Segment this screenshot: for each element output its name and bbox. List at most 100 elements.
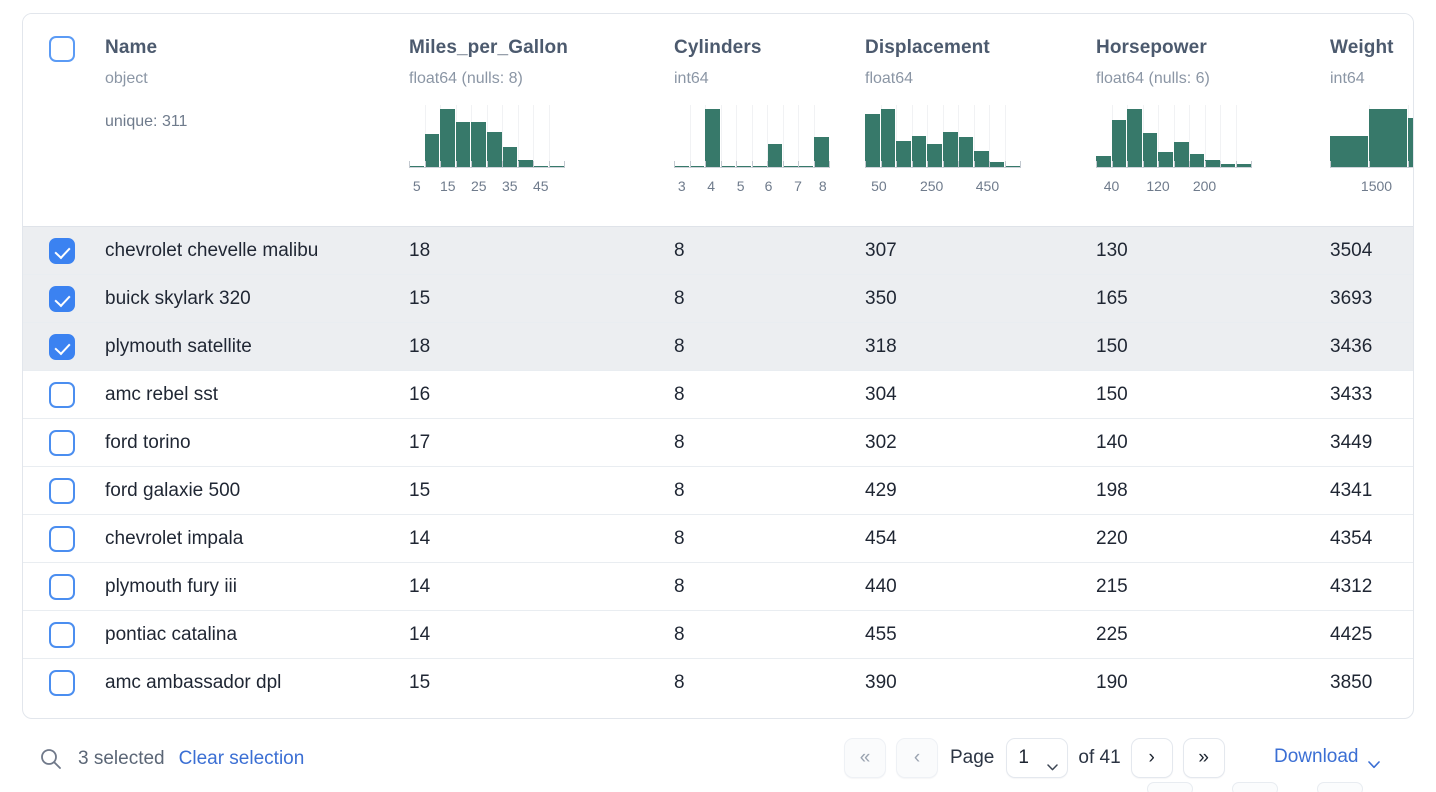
axis-tick bbox=[486, 161, 488, 168]
axis-tick bbox=[736, 161, 737, 168]
row-checkbox[interactable] bbox=[49, 525, 75, 552]
chevron-down-icon bbox=[1367, 753, 1380, 769]
row-checkbox[interactable] bbox=[49, 285, 75, 312]
previous-page-button[interactable]: ‹ bbox=[896, 738, 938, 778]
table-row[interactable]: ford torino 17 8 302 140 3449 bbox=[23, 419, 1413, 467]
histogram-gridline bbox=[1004, 105, 1006, 167]
search-icon[interactable] bbox=[38, 746, 64, 772]
histogram-gridline bbox=[958, 105, 959, 167]
table-row[interactable]: chevrolet impala 14 8 454 220 4354 bbox=[23, 515, 1413, 563]
table-row[interactable]: amc ambassador dpl 15 8 390 190 3850 bbox=[23, 659, 1413, 707]
histogram-gridline bbox=[927, 105, 928, 167]
header-cell-miles-per-gallon[interactable]: Miles_per_Gallon float64 (nulls: 8) 5 15 2… bbox=[409, 14, 674, 226]
footer-left-group: 3 selected Clear selection bbox=[22, 746, 304, 772]
header-cell-displacement[interactable]: Displacement float64 50 250 450 bbox=[865, 14, 1096, 226]
histogram-bar bbox=[471, 122, 486, 167]
axis-tick bbox=[896, 161, 897, 168]
cell-cylinders: 8 bbox=[674, 672, 685, 693]
table-row[interactable]: plymouth satellite 18 8 318 150 3436 bbox=[23, 323, 1413, 371]
row-checkbox[interactable] bbox=[49, 621, 75, 648]
axis-tick-label: 8 bbox=[818, 178, 827, 194]
cell-select bbox=[23, 333, 105, 360]
axis-tick bbox=[674, 161, 675, 168]
cell-horsepower: 130 bbox=[1096, 239, 1128, 261]
table-row[interactable]: buick skylark 320 15 8 350 165 3693 bbox=[23, 275, 1413, 323]
chevron-down-icon bbox=[1047, 755, 1059, 771]
row-checkbox[interactable] bbox=[49, 333, 75, 360]
table-row[interactable]: chevrolet chevelle malibu 18 8 307 130 3504 bbox=[23, 227, 1413, 275]
row-checkbox[interactable] bbox=[49, 573, 75, 600]
table-row[interactable]: amc rebel sst 16 8 304 150 3433 bbox=[23, 371, 1413, 419]
cell-miles-per-gallon: 17 bbox=[409, 431, 431, 453]
histogram-bar bbox=[1205, 159, 1220, 167]
table-row[interactable]: plymouth fury iii 14 8 440 215 4312 bbox=[23, 563, 1413, 611]
table-row[interactable]: ford galaxie 500 15 8 429 198 4341 bbox=[23, 467, 1413, 515]
histogram-bar bbox=[1173, 142, 1189, 167]
row-checkbox[interactable] bbox=[49, 670, 75, 696]
axis-tick bbox=[517, 161, 519, 168]
axis-tick bbox=[1235, 161, 1237, 168]
header-cell-horsepower[interactable]: Horsepower float64 (nulls: 6) 40 120 200 bbox=[1096, 14, 1330, 226]
cell-name: plymouth fury iii bbox=[105, 575, 237, 597]
cell-miles-per-gallon: 15 bbox=[409, 287, 431, 309]
row-checkbox[interactable] bbox=[49, 477, 75, 504]
histogram-bars bbox=[1330, 105, 1413, 167]
axis-tick bbox=[1407, 161, 1409, 168]
histogram-bar bbox=[1096, 156, 1111, 167]
next-page-button[interactable]: › bbox=[1130, 738, 1173, 778]
histogram-gridline bbox=[502, 105, 503, 167]
axis-tick-label: 4 bbox=[707, 178, 716, 194]
histogram-bar bbox=[814, 136, 829, 167]
cell-cylinders: 8 bbox=[674, 383, 685, 405]
total-pages-label: of 41 bbox=[1078, 747, 1121, 768]
clear-selection-link[interactable]: Clear selection bbox=[178, 748, 305, 769]
cell-miles-per-gallon: 18 bbox=[409, 335, 431, 357]
cell-displacement: 455 bbox=[865, 623, 897, 645]
column-type: float64 (nulls: 6) bbox=[1096, 70, 1210, 87]
axis-tick bbox=[440, 161, 441, 168]
axis-tick-label: 250 bbox=[919, 178, 944, 194]
axis-tick bbox=[927, 161, 928, 168]
cell-name: ford galaxie 500 bbox=[105, 479, 241, 501]
axis-tick-label: 25 bbox=[470, 178, 487, 194]
histogram-gridline bbox=[751, 105, 753, 167]
first-page-button[interactable]: « bbox=[844, 738, 886, 778]
cell-miles-per-gallon: 15 bbox=[409, 672, 431, 693]
select-all-checkbox[interactable] bbox=[49, 36, 75, 62]
histogram-bars bbox=[409, 105, 564, 167]
cell-name: ford torino bbox=[105, 431, 191, 453]
axis-tick-label: 5 bbox=[736, 178, 745, 194]
axis-tick bbox=[1204, 161, 1206, 168]
column-type: object bbox=[105, 70, 148, 87]
histogram-bars bbox=[674, 105, 829, 167]
cell-miles-per-gallon: 15 bbox=[409, 479, 431, 501]
axis-tick bbox=[1173, 161, 1175, 168]
cell-weight: 3693 bbox=[1330, 287, 1373, 309]
cell-weight: 3449 bbox=[1330, 431, 1373, 453]
histogram-bar bbox=[1005, 166, 1020, 167]
cell-cylinders: 8 bbox=[674, 479, 685, 501]
last-page-button[interactable]: » bbox=[1182, 738, 1225, 778]
axis-tick bbox=[1220, 161, 1221, 168]
header-cell-weight[interactable]: Weight int64 150035 bbox=[1330, 14, 1413, 226]
row-checkbox[interactable] bbox=[49, 429, 75, 456]
histogram-tick-labels: 50 250 450 bbox=[865, 178, 1020, 196]
axis-tick bbox=[1251, 161, 1252, 168]
axis-tick-label: 450 bbox=[975, 178, 1000, 194]
cell-select bbox=[23, 670, 105, 696]
table-row[interactable]: pontiac catalina 14 8 455 225 4425 bbox=[23, 611, 1413, 659]
row-checkbox[interactable] bbox=[49, 237, 75, 264]
cell-displacement: 429 bbox=[865, 479, 897, 501]
cell-select bbox=[23, 525, 105, 552]
download-button[interactable]: Download bbox=[1274, 746, 1380, 769]
page-number-select[interactable]: 1 bbox=[1006, 738, 1069, 778]
axis-tick bbox=[564, 161, 565, 168]
row-checkbox[interactable] bbox=[49, 381, 75, 408]
cell-select bbox=[23, 573, 105, 600]
histogram-bar bbox=[502, 147, 518, 167]
header-cell-name[interactable]: Name object unique: 311 bbox=[105, 14, 409, 226]
histogram-bar bbox=[440, 109, 455, 167]
column-title: Cylinders bbox=[674, 37, 762, 58]
